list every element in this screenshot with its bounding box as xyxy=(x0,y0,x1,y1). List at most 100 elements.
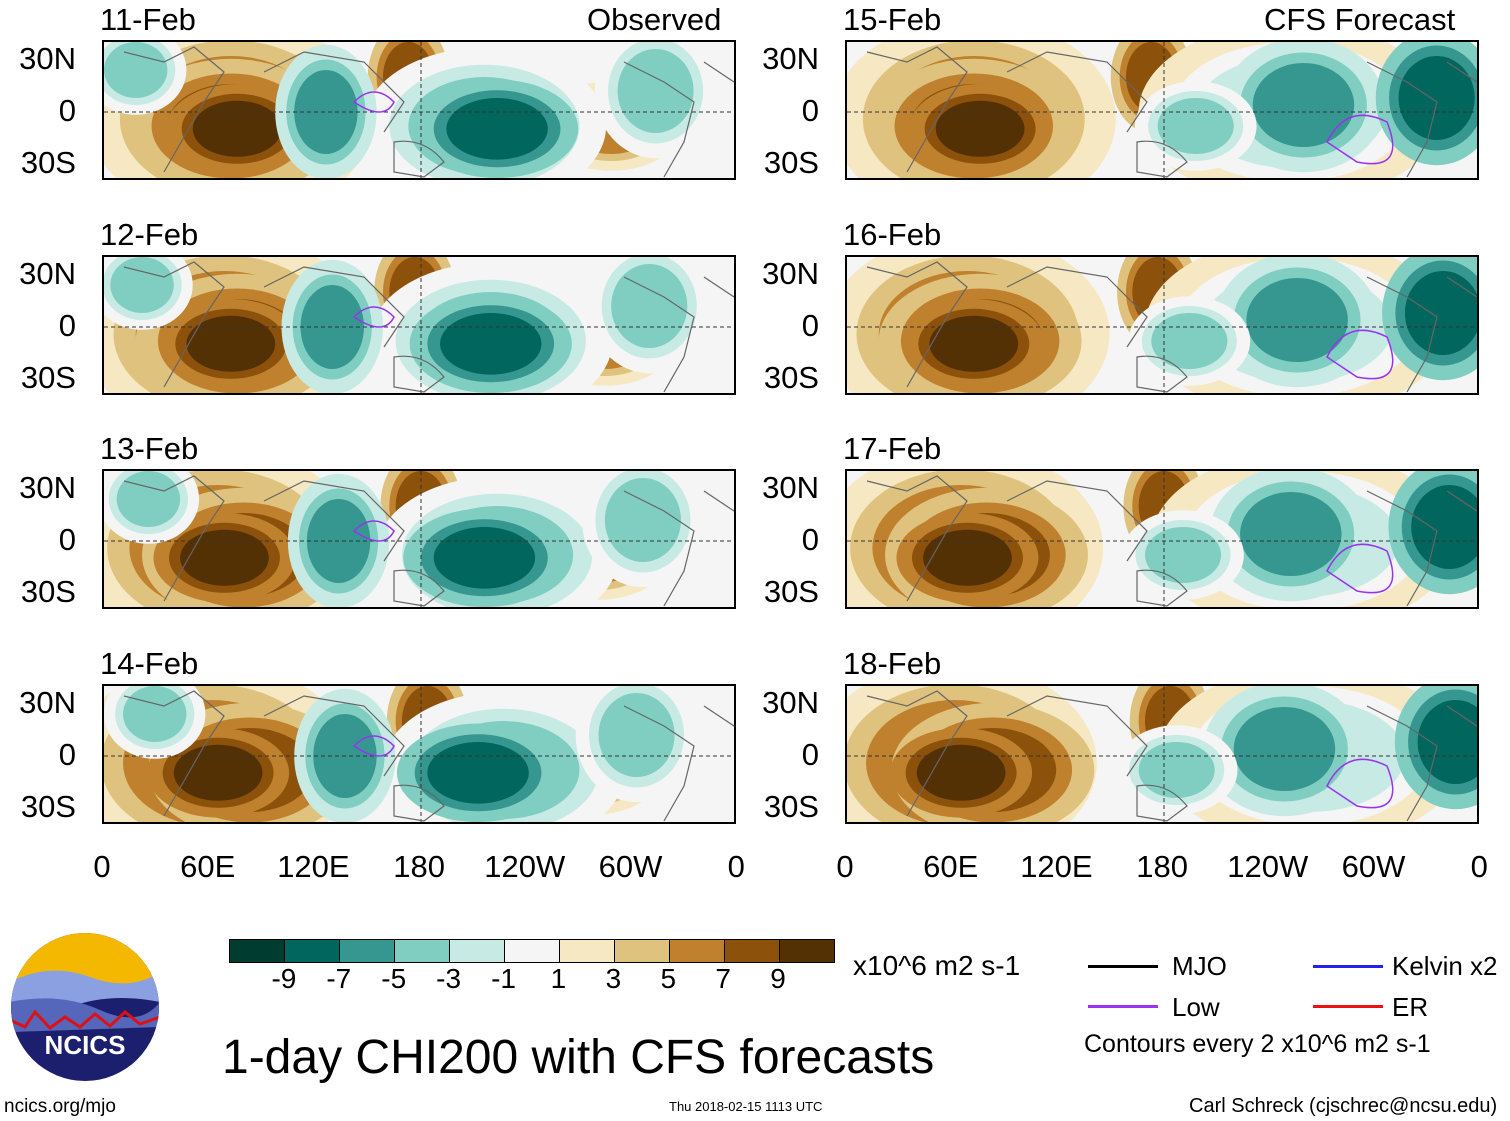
y-tick-label: 0 xyxy=(58,93,76,128)
y-tick-label: 30S xyxy=(763,574,819,609)
colorbar-label: 9 xyxy=(770,963,786,994)
map-panel xyxy=(102,255,736,395)
panel-date-label: 13-Feb xyxy=(100,431,199,466)
colorbar-swatch xyxy=(340,940,395,962)
x-tick-label: 180 xyxy=(1136,849,1188,884)
x-tick-label: 0 xyxy=(1470,849,1488,884)
field-contour xyxy=(1398,56,1475,140)
low-contour xyxy=(1326,114,1394,165)
x-tick-label: 60W xyxy=(1341,849,1406,884)
colorbar-swatch xyxy=(560,940,615,962)
logo-text: NCICS xyxy=(45,1030,126,1060)
colorbar-swatch xyxy=(230,940,285,962)
field-contour xyxy=(1157,98,1234,154)
y-tick-label: 30S xyxy=(20,574,76,609)
field-contour xyxy=(1233,707,1336,791)
legend-er: ER xyxy=(1392,992,1429,1022)
legend-line-mjo xyxy=(1088,965,1158,968)
x-tick-label: 60E xyxy=(923,849,979,884)
y-tick-label: 30N xyxy=(762,470,819,505)
coastlines xyxy=(866,261,1477,393)
field-contour xyxy=(1252,63,1355,147)
colorbar-label: 3 xyxy=(605,963,622,994)
y-tick-label: 30N xyxy=(19,470,76,505)
low-contour xyxy=(352,306,395,328)
field-contour xyxy=(104,42,168,98)
field-contour xyxy=(1151,313,1228,369)
field-contour xyxy=(294,70,358,154)
colorbar-swatch xyxy=(780,940,834,962)
y-tick-label: 0 xyxy=(801,93,819,128)
colorbar-swatch xyxy=(450,940,505,962)
panel-date-label: 12-Feb xyxy=(100,217,199,252)
footer-url[interactable]: ncics.org/mjo xyxy=(4,1096,116,1117)
low-contour xyxy=(1326,543,1394,594)
y-tick-label: 30N xyxy=(762,41,819,76)
map-panel xyxy=(102,684,736,824)
panel-date-label: 18-Feb xyxy=(843,646,942,681)
map-panel xyxy=(845,469,1479,609)
field-contour xyxy=(617,49,694,133)
coastlines xyxy=(866,690,1477,822)
field-contour xyxy=(929,315,1019,372)
field-contour xyxy=(186,315,276,372)
coastlines xyxy=(123,475,734,607)
field-contour xyxy=(116,471,181,527)
field-contour xyxy=(433,527,536,589)
colorbar-swatch xyxy=(505,940,560,962)
colorbar-label: -9 xyxy=(271,963,297,994)
low-contour xyxy=(1326,329,1394,380)
y-tick-label: 0 xyxy=(801,737,819,772)
legend-line-kelvin xyxy=(1313,965,1383,968)
field-contour xyxy=(446,98,548,160)
panel-date-label: 16-Feb xyxy=(843,217,942,252)
low-contour xyxy=(1326,758,1394,809)
x-tick-label: 60W xyxy=(598,849,663,884)
colorbar-label: -7 xyxy=(326,963,352,994)
y-tick-label: 30S xyxy=(763,145,819,180)
field-contour xyxy=(427,742,529,804)
panel-date-label: 14-Feb xyxy=(100,646,199,681)
field-contour xyxy=(1138,742,1215,798)
legend-kelvin: Kelvin x2 xyxy=(1392,951,1498,981)
legend-low: Low xyxy=(1172,992,1220,1022)
field-contour xyxy=(180,529,269,586)
coastlines xyxy=(866,475,1477,607)
y-tick-label: 30N xyxy=(762,685,819,720)
colorbar-swatch xyxy=(670,940,725,962)
x-tick-label: 180 xyxy=(393,849,445,884)
x-tick-label: 60E xyxy=(180,849,236,884)
colorbar-swatch xyxy=(395,940,450,962)
colorbar-label: -1 xyxy=(491,963,516,994)
y-tick-label: 0 xyxy=(801,308,819,343)
field-contour xyxy=(173,744,263,801)
y-tick-label: 30N xyxy=(19,41,76,76)
legend-mjo: MJO xyxy=(1172,951,1227,981)
colorbar-label: 1 xyxy=(550,963,567,994)
colorbar-label: -3 xyxy=(436,963,462,994)
field-contour xyxy=(110,257,174,313)
contour-note: Contours every 2 x10^6 m2 s-1 xyxy=(1084,1030,1431,1058)
field-contour xyxy=(1246,278,1348,362)
coastlines xyxy=(866,46,1477,178)
legend-line-low xyxy=(1088,1005,1158,1008)
field-contour xyxy=(1404,271,1477,355)
field-contour xyxy=(923,529,1012,586)
field-contour xyxy=(604,478,681,562)
field-contour xyxy=(1240,492,1342,576)
x-tick-label: 120E xyxy=(277,849,350,884)
x-tick-label: 0 xyxy=(93,849,111,884)
y-tick-label: 30S xyxy=(20,789,76,824)
field-contour xyxy=(440,313,542,375)
panel-date-label: 17-Feb xyxy=(843,431,942,466)
colorbar-swatch xyxy=(285,940,340,962)
coastlines xyxy=(123,261,734,393)
x-tick-label: 0 xyxy=(836,849,854,884)
x-tick-label: 0 xyxy=(727,849,745,884)
low-contour xyxy=(352,735,395,757)
field-contour xyxy=(1144,527,1222,583)
y-tick-label: 30N xyxy=(762,256,819,291)
colorbar-swatch xyxy=(725,940,780,962)
y-tick-label: 30S xyxy=(20,360,76,395)
